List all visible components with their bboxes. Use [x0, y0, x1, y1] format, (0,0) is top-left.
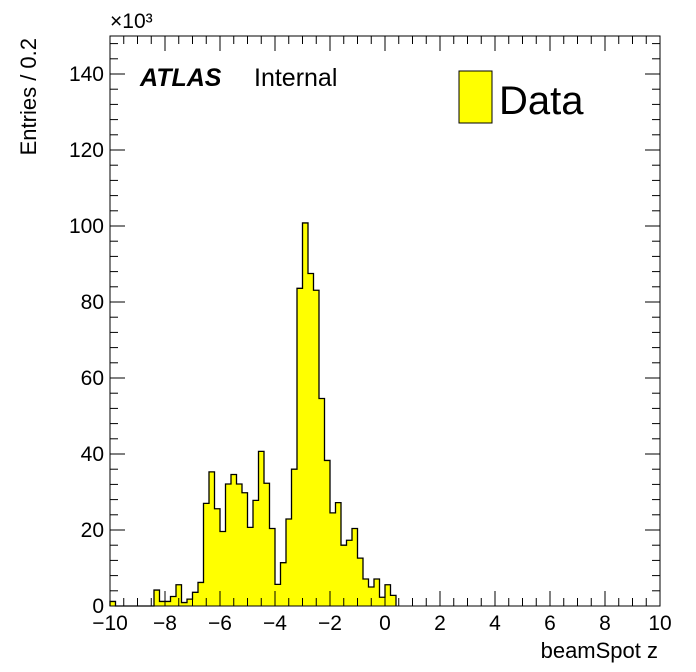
x-tick-label: 8 — [599, 612, 611, 635]
histogram-bin-33 — [291, 469, 297, 606]
plot-frame — [109, 35, 661, 607]
histogram-bin-16 — [198, 582, 204, 606]
histogram-bin-25 — [247, 527, 253, 606]
internal-label: Internal — [254, 64, 337, 92]
histogram-bin-32 — [286, 518, 292, 606]
histogram-bin-46 — [363, 579, 369, 606]
y-tick-label: 40 — [81, 443, 104, 466]
histogram-bin-29 — [269, 528, 275, 606]
x-tick-label: 0 — [379, 612, 391, 635]
histogram-bin-42 — [341, 545, 347, 606]
histogram-bin-13 — [181, 602, 187, 606]
y-tick-label: 80 — [81, 291, 104, 314]
histogram-bin-37 — [313, 290, 319, 606]
histogram-bars — [109, 222, 397, 607]
y-tick-label: 120 — [69, 139, 104, 162]
y-scale-multiplier: ×10³ — [110, 10, 153, 33]
histogram-bin-35 — [302, 222, 308, 606]
histogram-bin-20 — [220, 531, 226, 606]
y-tick-label: 100 — [69, 215, 104, 238]
histogram-bin-8 — [154, 590, 160, 606]
histogram-bin-18 — [209, 471, 215, 606]
x-tick-label: 2 — [434, 612, 446, 635]
histogram-bin-24 — [242, 492, 248, 606]
y-tick-label: 60 — [81, 367, 104, 390]
histogram-bin-40 — [330, 512, 336, 606]
legend: Data — [458, 70, 584, 124]
histogram-bin-43 — [346, 540, 352, 606]
histogram-bin-9 — [159, 601, 165, 606]
histogram-bin-27 — [258, 451, 264, 606]
legend-swatch-data — [458, 70, 493, 124]
x-tick-label: −4 — [263, 612, 287, 635]
x-tick-label: 6 — [544, 612, 556, 635]
histogram-bin-23 — [236, 484, 242, 606]
histogram-bin-41 — [335, 502, 341, 606]
histogram-bin-21 — [225, 484, 231, 606]
histogram-bin-12 — [176, 584, 182, 606]
x-tick-label: −2 — [318, 612, 342, 635]
histogram-bin-10 — [165, 601, 171, 606]
histogram-bin-48 — [374, 579, 380, 606]
histogram-bin-50 — [385, 584, 391, 606]
histogram-bin-14 — [187, 599, 193, 606]
y-tick-label: 20 — [81, 519, 104, 542]
x-axis-title: beamSpot z — [541, 638, 658, 663]
histogram-bin-36 — [308, 273, 314, 606]
histogram-outline — [109, 222, 397, 607]
histogram-bin-39 — [324, 460, 330, 606]
x-tick-label: −8 — [153, 612, 177, 635]
histogram-bin-49 — [379, 597, 385, 606]
histogram-bin-26 — [253, 500, 259, 606]
histogram-bin-30 — [275, 584, 281, 606]
y-tick-labels: 0 20 40 60 80 100 120 140 — [69, 63, 104, 618]
histogram-bin-11 — [170, 596, 176, 606]
histogram-bin-34 — [297, 288, 303, 606]
y-tick-label: 140 — [69, 63, 104, 86]
histogram-bin-44 — [352, 528, 358, 606]
histogram-bin-0 — [110, 601, 116, 606]
x-tick-label: −6 — [208, 612, 232, 635]
histogram-bin-28 — [264, 483, 270, 606]
histogram-bin-38 — [319, 398, 325, 606]
histogram-bin-31 — [280, 562, 286, 606]
y-axis-title: Entries / 0.2 — [16, 38, 41, 155]
x-tick-labels: −10 −8 −6 −4 −2 0 2 4 6 8 10 — [92, 612, 671, 635]
histogram-bin-15 — [192, 592, 198, 606]
x-tick-label: 4 — [489, 612, 501, 635]
histogram-bin-45 — [357, 558, 363, 606]
x-tick-label: 10 — [648, 612, 671, 635]
histogram-bin-19 — [214, 508, 220, 606]
histogram-bin-47 — [368, 587, 374, 606]
x-tick-label: −10 — [92, 612, 128, 635]
legend-label-data: Data — [499, 79, 584, 123]
y-tick-label: 0 — [92, 595, 104, 618]
histogram-bin-17 — [203, 503, 209, 606]
atlas-label: ATLAS — [139, 64, 222, 92]
histogram-bin-22 — [231, 474, 237, 606]
axis-ticks — [109, 36, 661, 607]
histogram-bin-51 — [390, 595, 396, 606]
